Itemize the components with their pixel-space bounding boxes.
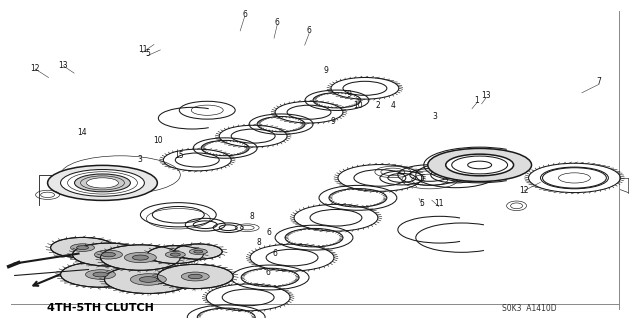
Ellipse shape	[428, 148, 532, 182]
Ellipse shape	[95, 250, 122, 259]
Ellipse shape	[445, 154, 513, 176]
Text: 10: 10	[153, 136, 163, 145]
Ellipse shape	[86, 178, 118, 188]
Text: 6: 6	[273, 249, 278, 258]
Ellipse shape	[170, 253, 180, 256]
Text: 11: 11	[138, 45, 147, 55]
Ellipse shape	[100, 245, 180, 270]
Text: 6: 6	[266, 228, 271, 237]
Text: 9: 9	[330, 117, 335, 126]
Ellipse shape	[93, 272, 108, 277]
Text: 1: 1	[474, 96, 479, 105]
Ellipse shape	[72, 243, 145, 266]
Ellipse shape	[147, 246, 204, 263]
Text: 8: 8	[250, 212, 254, 221]
Ellipse shape	[74, 174, 131, 192]
Ellipse shape	[132, 255, 148, 260]
Text: 14: 14	[77, 128, 86, 137]
Ellipse shape	[70, 244, 95, 251]
Text: FR.: FR.	[68, 266, 84, 275]
Ellipse shape	[102, 252, 115, 257]
Text: 15: 15	[175, 151, 184, 160]
Text: 10: 10	[353, 101, 363, 110]
Text: 11: 11	[434, 199, 444, 208]
Text: 9: 9	[347, 90, 352, 99]
Text: 12: 12	[520, 186, 529, 195]
Ellipse shape	[124, 252, 156, 263]
Text: 6: 6	[265, 268, 270, 277]
Text: 12: 12	[31, 64, 40, 73]
Ellipse shape	[140, 277, 157, 282]
Ellipse shape	[47, 165, 157, 200]
Ellipse shape	[131, 274, 166, 285]
Text: 3: 3	[433, 112, 437, 121]
Text: 8: 8	[256, 238, 261, 247]
Ellipse shape	[174, 244, 222, 259]
Text: 7: 7	[596, 77, 602, 86]
Text: 4: 4	[391, 101, 396, 110]
Ellipse shape	[61, 169, 145, 196]
Text: 2: 2	[375, 101, 380, 110]
Ellipse shape	[86, 270, 115, 279]
Text: 5: 5	[145, 48, 150, 58]
Ellipse shape	[189, 249, 207, 255]
Text: 5: 5	[420, 199, 424, 208]
Ellipse shape	[181, 272, 209, 281]
Ellipse shape	[165, 251, 186, 258]
Ellipse shape	[157, 264, 233, 289]
Text: 9: 9	[323, 66, 328, 75]
Text: 6: 6	[275, 18, 280, 27]
Text: 3: 3	[138, 155, 142, 164]
Text: 4TH-5TH CLUTCH: 4TH-5TH CLUTCH	[47, 303, 154, 313]
Ellipse shape	[61, 262, 140, 287]
Ellipse shape	[188, 274, 202, 279]
Ellipse shape	[194, 250, 203, 253]
Text: 13: 13	[58, 61, 68, 70]
Text: 6: 6	[242, 10, 247, 19]
Text: S0K3  A1410D: S0K3 A1410D	[502, 304, 557, 313]
Ellipse shape	[104, 265, 192, 293]
Ellipse shape	[77, 246, 88, 249]
Ellipse shape	[51, 237, 115, 258]
Text: 13: 13	[481, 91, 491, 100]
Text: 6: 6	[307, 26, 312, 35]
